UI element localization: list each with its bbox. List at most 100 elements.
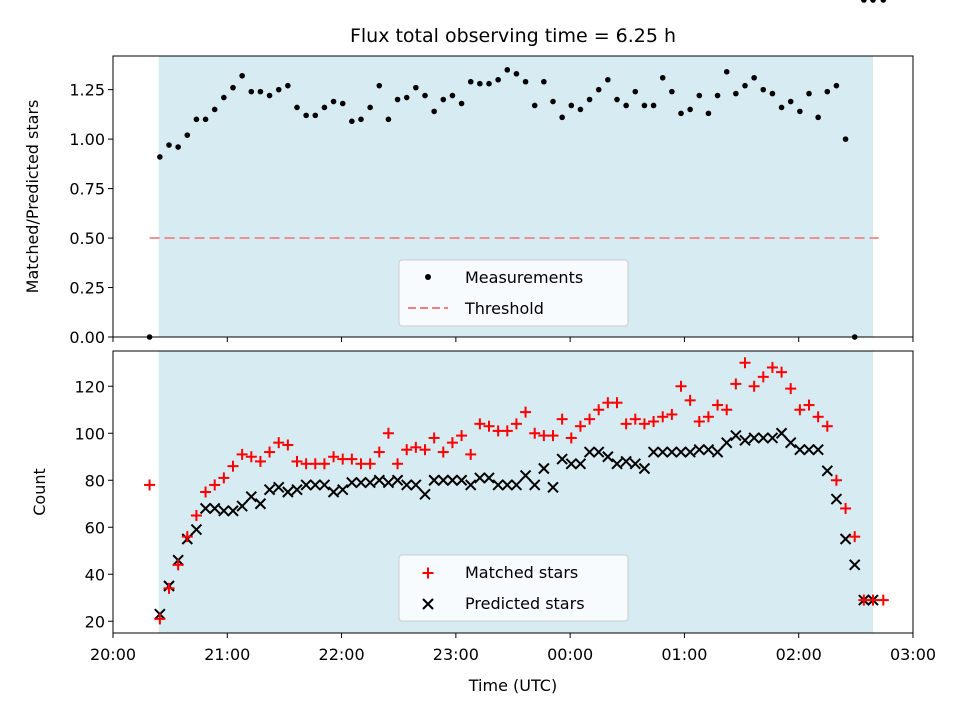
x-tick-label: 03:00 [890,645,936,664]
legend-cross-glyph [422,598,434,610]
matched-star-point [757,371,769,383]
measurement-point [641,102,648,109]
legend-matched-marker [422,567,434,579]
predicted-star-point [401,479,413,491]
bottom-y-ticks: 20 40 60 80 100 120 [74,377,113,631]
measurement-point [166,142,172,148]
matched-star-point [200,486,212,498]
legend-measurements-marker [425,274,431,280]
predicted-star-point [419,488,431,501]
matched-star-point [721,404,733,416]
matched-star-point [328,451,340,463]
measurement-point [568,102,575,109]
matched-star-point [172,559,184,571]
measurement-points [146,0,887,340]
predicted-star-point [327,486,340,498]
measurement-point [422,92,428,99]
predicted-star-point [519,469,532,482]
matched-star-point [830,474,842,486]
predicted-star-point [748,432,760,444]
top-legend-box [398,259,629,327]
measurement-point [303,112,309,119]
predicted-star-point [794,443,806,456]
predicted-star-point [711,446,724,458]
measurement-point [705,110,712,117]
predicted-star-point [812,443,824,456]
top-legend: Measurements Threshold [398,259,629,327]
measurement-point [577,106,584,113]
matched-star-point [419,444,431,456]
matched-star-point [867,594,879,606]
x-tick-label: 21:00 [204,645,250,664]
predicted-star-point [483,472,495,484]
measurement-point [477,80,483,87]
matched-star-point [382,427,394,439]
predicted-star-point [730,429,742,442]
measurement-point [797,108,803,115]
predicted-star-point [602,451,614,463]
measurement-point [495,76,501,83]
predicted-star-point [693,443,705,456]
matched-star-point [657,411,669,423]
matched-star-point [629,413,641,425]
matched-star-point [401,444,413,456]
predicted-star-point [666,446,678,458]
predicted-star-point [638,462,651,475]
measurement-point [760,86,767,93]
measurement-point [403,94,410,101]
measurement-point [275,86,282,93]
predicted-star-point [263,483,276,496]
matched-star-point [446,437,458,449]
matched-star-point [666,408,678,420]
measurement-point [431,108,437,115]
matched-star-point [702,411,714,423]
measurement-point [815,114,821,121]
measurement-point [880,0,887,3]
predicted-star-point [803,443,815,456]
predicted-star-point [346,476,358,489]
measurement-point [294,104,300,111]
x-axis-label: Time (UTC) [468,676,557,695]
measurement-point [733,90,739,97]
matched-star-point [254,455,266,467]
predicted-star-point [620,455,632,468]
top-x-ticks [112,337,914,342]
y-tick-label: 40 [85,565,105,584]
predicted-star-point [538,462,550,475]
measurement-point [285,82,291,89]
matched-star-point [794,404,806,416]
matched-star-point [748,380,760,392]
matched-star-point [730,378,742,390]
measurement-point [230,84,236,91]
measurement-point [385,116,392,123]
legend-predicted-label: Predicted stars [465,594,585,613]
predicted-star-point [355,476,367,489]
predicted-star-point [501,479,513,491]
chart-title: Flux total observing time = 6.25 h [350,25,676,47]
matched-star-point [675,380,687,392]
measurement-point [632,88,639,95]
measurement-point [522,78,529,85]
predicted-star-point [583,446,596,458]
y-tick-label: 0.00 [69,328,105,347]
matched-star-point [593,404,605,416]
matched-star-point [785,383,797,395]
matched-star-point [584,413,596,425]
predicted-star-point [455,474,468,486]
matched-star-point [483,420,495,432]
predicted-star-point [364,476,376,489]
matched-star-point [163,582,175,594]
predicted-star-point [309,479,321,491]
measurement-point [769,90,776,97]
y-tick-label: 80 [85,471,105,490]
matched-star-point [821,420,833,432]
matched-star-point [520,406,532,418]
measurement-point [559,114,565,121]
matched-star-point [428,432,440,444]
matched-star-point [264,446,276,458]
matched-star-point [501,425,513,437]
measurement-point [659,74,666,81]
measurement-point [595,86,602,93]
matched-star-point [684,394,696,406]
predicted-star-point [391,474,404,486]
